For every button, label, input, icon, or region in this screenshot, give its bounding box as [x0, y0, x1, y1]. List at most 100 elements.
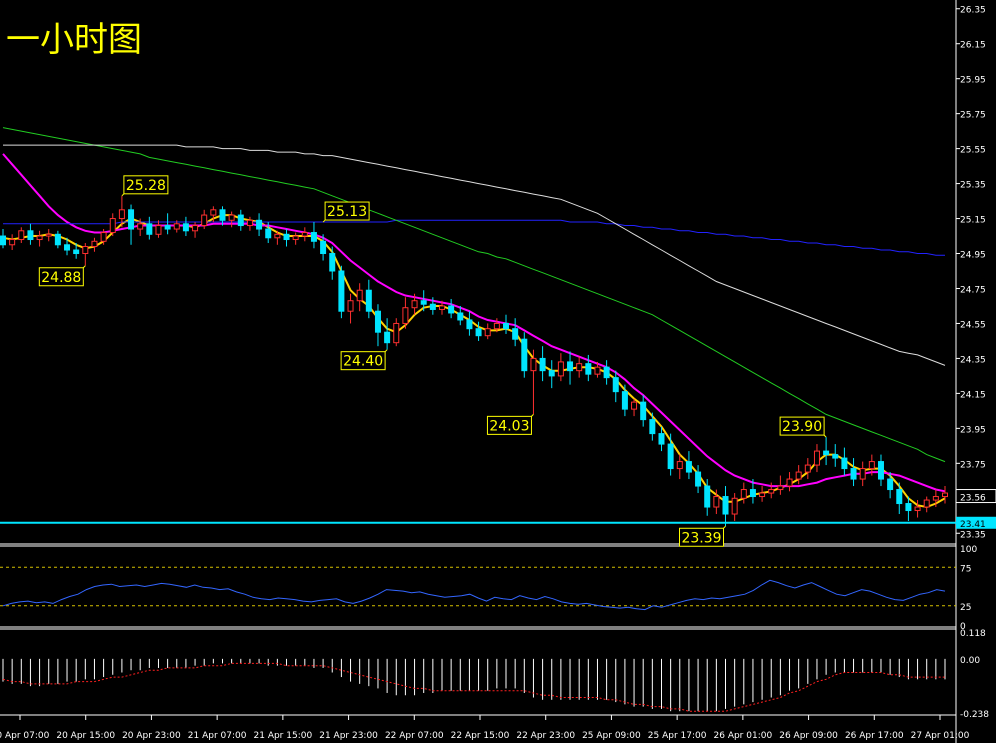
candle-body [631, 401, 638, 410]
price-tick-label: 25.95 [960, 76, 986, 86]
candle-body [73, 249, 80, 255]
candle-body [329, 253, 336, 272]
candle-body [100, 232, 107, 242]
candle-body [548, 370, 555, 377]
time-tick-label: 20 Apr 23:00 [122, 731, 181, 741]
candle-body [649, 419, 656, 435]
candle-body [365, 289, 372, 312]
moving-average-line [3, 219, 945, 256]
time-tick-label: 26 Apr 17:00 [845, 731, 904, 741]
candle-body [704, 485, 711, 508]
price-label-box [679, 527, 725, 547]
candle-body [676, 461, 683, 470]
candle-body [475, 328, 482, 337]
candle-body [804, 464, 811, 473]
candle-body [118, 209, 125, 220]
price-label: 23.90 [782, 419, 822, 435]
rsi-tick-label: 100 [960, 545, 977, 555]
candle-body [585, 363, 592, 375]
candle-body [896, 489, 903, 505]
price-tick-label: 24.75 [960, 285, 986, 295]
candle-body [823, 450, 830, 456]
candle-body [612, 377, 619, 393]
candle-body [768, 489, 775, 494]
current-price-label: 23.56 [960, 494, 986, 504]
time-tick-label: 26 Apr 09:00 [779, 731, 838, 741]
price-tick-label: 23.95 [960, 425, 986, 435]
candle-body [420, 300, 427, 305]
candle-body [521, 338, 528, 372]
time-tick-label: 27 Apr 01:00 [911, 731, 970, 741]
candle-body [429, 303, 436, 310]
candle-body [567, 361, 574, 372]
chart-title: 一小时图 [6, 20, 142, 60]
candle-body [658, 433, 665, 445]
price-label: 25.13 [327, 204, 367, 220]
price-label-box [779, 416, 825, 436]
candle-body [448, 305, 455, 314]
candle-body [713, 496, 720, 508]
candle-body [466, 319, 473, 330]
price-label: 25.28 [126, 178, 166, 194]
price-tick-label: 24.35 [960, 355, 986, 365]
candle-body [932, 496, 939, 501]
price-tick-label: 25.55 [960, 146, 986, 156]
price-tick-label: 26.35 [960, 6, 986, 16]
candle-body [923, 499, 930, 508]
candle-body [27, 230, 34, 241]
candle-body [310, 232, 317, 242]
rsi-panel: 100 75 25 0 [0, 545, 977, 632]
time-tick-label: 22 Apr 07:00 [385, 731, 444, 741]
price-tick-label: 25.15 [960, 216, 986, 226]
price-tick-label: 25.75 [960, 111, 986, 121]
candle-body [292, 235, 299, 241]
candle-body [54, 233, 61, 246]
price-tick-label: 24.55 [960, 320, 986, 330]
candle-body [877, 461, 884, 480]
price-label-box [38, 267, 84, 287]
macd-tick-label: -0.238 [960, 710, 989, 720]
candle-body [594, 366, 601, 375]
candle-body [36, 235, 43, 241]
candle-body [228, 214, 235, 221]
candle-body [192, 225, 199, 232]
price-labels: 25.28 24.88 25.13 24.40 24.03 23.90 23.39 [38, 175, 827, 547]
candle-body [82, 246, 89, 255]
price-tick-label: 24.95 [960, 251, 986, 261]
candle-body [722, 496, 729, 515]
candle-body [137, 223, 144, 230]
candle-body [274, 233, 281, 239]
time-tick-label: 21 Apr 07:00 [188, 731, 247, 741]
candle-body [740, 489, 747, 499]
price-label-box [340, 351, 386, 371]
time-axis: 20 Apr 07:00 20 Apr 15:00 20 Apr 23:00 21 A… [0, 715, 970, 741]
rsi-tick-label: 25 [960, 603, 971, 613]
candle-body [301, 232, 308, 237]
candle-body [621, 391, 628, 410]
candle-body [731, 497, 738, 515]
candle-body [338, 270, 345, 312]
price-label-box [486, 415, 532, 435]
candlestick-series [0, 195, 948, 527]
candle-body [795, 471, 802, 480]
candle-body [868, 461, 875, 470]
price-tick-label: 26.15 [960, 41, 986, 51]
candle-body [320, 240, 327, 255]
candle-body [759, 492, 766, 498]
macd-tick-label: 0.118 [960, 629, 986, 639]
candle-body [201, 214, 208, 227]
price-axis: 26.35 26.15 25.95 25.75 25.55 25.35 25.15 24.95… [955, 6, 996, 540]
candle-body [813, 450, 820, 466]
candle-body [411, 300, 418, 309]
candle-body [384, 331, 391, 344]
candle-body [173, 223, 180, 230]
candle-body [493, 322, 500, 330]
candle-body [887, 478, 894, 491]
time-tick-label: 20 Apr 15:00 [56, 731, 115, 741]
candle-body [182, 223, 189, 232]
candle-body [914, 506, 921, 512]
candle-body [64, 244, 71, 251]
chart-frame [0, 0, 957, 743]
price-label: 24.40 [343, 354, 383, 370]
